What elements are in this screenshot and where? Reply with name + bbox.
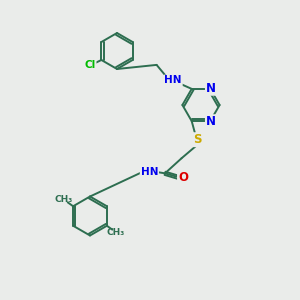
Text: S: S xyxy=(193,133,201,146)
Text: CH₃: CH₃ xyxy=(55,195,73,204)
Text: CH₃: CH₃ xyxy=(107,228,125,237)
Text: O: O xyxy=(178,171,188,184)
Text: HN: HN xyxy=(141,167,158,177)
Text: HN: HN xyxy=(164,76,182,85)
Text: N: N xyxy=(206,115,216,128)
Text: N: N xyxy=(206,82,216,95)
Text: Cl: Cl xyxy=(84,60,96,70)
